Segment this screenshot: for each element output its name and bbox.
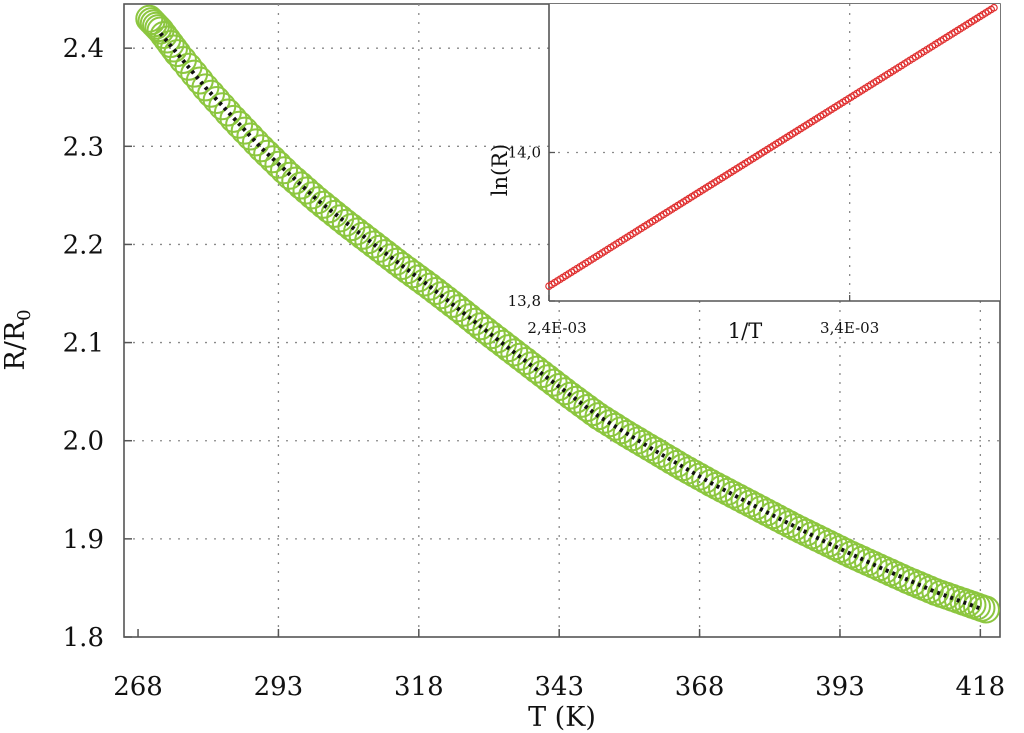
main-data-point: [230, 116, 259, 145]
inset-x-tick-label: 3,4E-03: [820, 319, 879, 337]
main-data-point: [241, 128, 270, 157]
main-y-axis-title-base: R/R: [0, 320, 31, 370]
main-x-tick-label: 418: [956, 672, 1006, 702]
main-y-tick-label: 1.8: [63, 623, 104, 653]
main-data-point: [455, 303, 484, 332]
main-data-point: [303, 186, 332, 215]
main-data-point: [264, 150, 293, 179]
main-y-axis-title: R/R0: [0, 309, 35, 370]
inset-grid: [549, 4, 1000, 301]
main-data-point: [449, 298, 478, 327]
main-data-point: [247, 134, 276, 163]
main-y-tick-label: 2.3: [63, 132, 104, 162]
inset-x-tick-label: 2,4E-03: [527, 319, 586, 337]
main-data-point: [292, 176, 321, 205]
main-data-point: [298, 181, 327, 210]
main-x-tick-label: 368: [675, 672, 725, 702]
main-chart: 268 293 318 343 368 393 418 1.8 1.9 2.0 2.1 2.2 2.3…: [0, 3, 1005, 733]
inset-chart: 2,4E-03 3,4E-03 13,8 14,0 1/T ln(R): [488, 3, 1000, 343]
main-data-point: [253, 139, 282, 168]
main-data-point: [314, 195, 343, 224]
main-data-point: [275, 161, 304, 190]
inset-x-ticks: 2,4E-03 3,4E-03: [527, 295, 879, 337]
main-y-axis-title-subscript: 0: [14, 309, 35, 320]
main-y-tick-label: 2.4: [63, 34, 104, 64]
main-x-tick-label: 393: [815, 672, 865, 702]
main-markers-series: [135, 4, 1000, 624]
main-data-point: [270, 156, 299, 185]
inset-markers-series: [545, 3, 998, 290]
main-data-point: [219, 104, 248, 133]
main-data-point: [286, 171, 315, 200]
inset-data-point: [990, 3, 998, 12]
main-data-point: [225, 110, 254, 139]
main-x-tick-label: 318: [394, 672, 444, 702]
main-data-point: [309, 190, 338, 219]
main-x-ticks: 268 293 318 343 368 393 418: [113, 629, 1005, 702]
inset-y-ticks: 13,8 14,0: [508, 144, 555, 310]
main-data-point: [444, 294, 473, 323]
main-data-point: [971, 595, 1000, 624]
main-y-tick-label: 2.2: [63, 230, 104, 260]
inset-y-tick-label: 14,0: [508, 144, 541, 162]
main-fit-line: [158, 32, 981, 611]
main-data-point: [135, 4, 164, 33]
main-data-point: [281, 166, 310, 195]
main-data-point: [236, 122, 265, 151]
main-x-tick-label: 293: [254, 672, 304, 702]
main-fit-series: [158, 32, 981, 611]
main-x-tick-label: 343: [534, 672, 584, 702]
main-y-tick-label: 2.1: [63, 329, 104, 359]
main-data-point: [258, 145, 287, 174]
main-x-tick-label: 268: [113, 672, 163, 702]
main-y-ticks: 1.8 1.9 2.0 2.1 2.2 2.3 2.4: [63, 34, 132, 653]
inset-y-axis-title: ln(R): [488, 144, 512, 196]
main-x-axis-title: T (K): [528, 702, 596, 733]
main-y-tick-label: 2.0: [63, 427, 104, 457]
inset-x-axis-title: 1/T: [728, 319, 762, 343]
main-y-tick-label: 1.9: [63, 525, 104, 555]
inset-y-tick-label: 13,8: [508, 292, 541, 310]
